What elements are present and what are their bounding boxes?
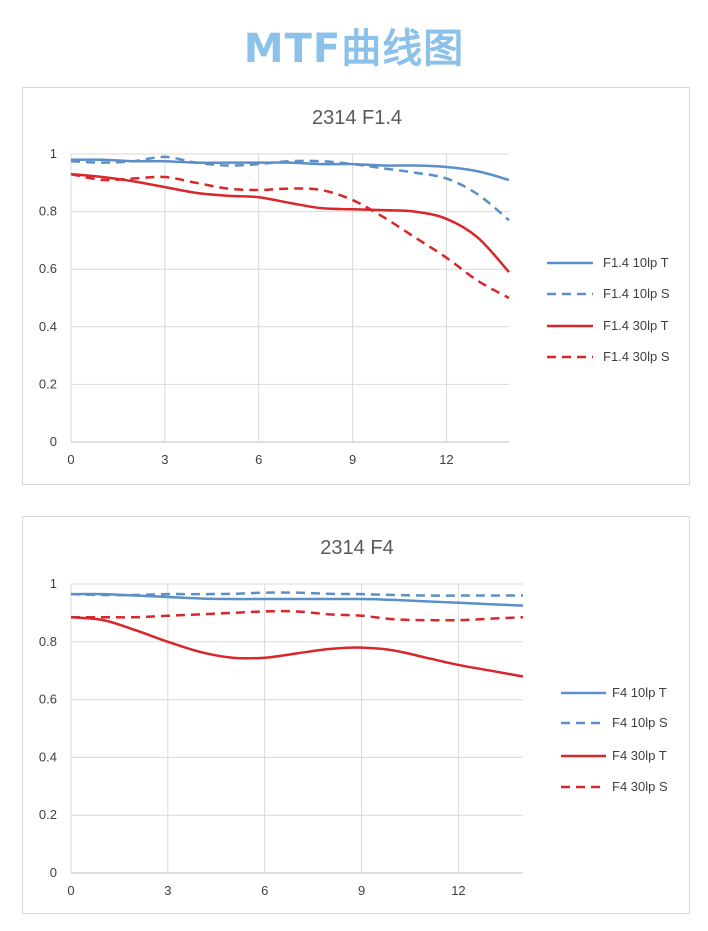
legend-label: F1.4 30lp T: [603, 318, 669, 333]
y-tick-label: 1: [50, 576, 57, 591]
legend-label: F4 30lp S: [612, 779, 668, 794]
x-tick-label: 9: [349, 452, 356, 467]
series-line-f4-30lp-s: [71, 609, 524, 622]
legend-label: F4 10lp S: [612, 715, 668, 730]
chart-title: 2314 F4: [320, 537, 393, 559]
x-tick-label: 3: [164, 883, 171, 898]
y-tick-label: 0.8: [39, 204, 57, 219]
y-tick-label: 0.4: [39, 319, 57, 334]
y-tick-label: 0: [50, 865, 57, 880]
legend-label: F4 10lp T: [612, 685, 667, 700]
series-line-f4-30lp-t: [70, 615, 524, 678]
x-tick-label: 12: [451, 883, 465, 898]
y-tick-label: 0.6: [39, 692, 57, 707]
x-tick-label: 0: [67, 883, 74, 898]
y-tick-label: 0.2: [39, 376, 57, 391]
series-line-f1-4-10lp-s: [70, 155, 510, 222]
series-line-f4-10lp-t: [70, 592, 524, 607]
y-tick-label: 1: [50, 146, 57, 161]
x-tick-label: 12: [439, 452, 453, 467]
y-tick-label: 0.2: [39, 807, 57, 822]
series-line-f1-4-30lp-t: [70, 172, 510, 273]
series-line-f4-10lp-s: [70, 591, 523, 597]
series-line-f1-4-10lp-t: [70, 158, 510, 182]
y-tick-label: 0.6: [39, 261, 57, 276]
y-tick-label: 0.8: [39, 634, 57, 649]
mtf-chart-f4: 2314 F4 0 0.2 0.4 0.6 0.8 1 0 3 6 9 12 F4 10lp T F4 1…: [22, 516, 690, 914]
y-tick-label: 0.4: [39, 749, 57, 764]
series-line-f1-4-30lp-s: [70, 172, 510, 300]
legend-label: F1.4 10lp S: [603, 286, 670, 301]
x-tick-label: 9: [358, 883, 365, 898]
x-tick-label: 6: [261, 883, 268, 898]
chart-title: 2314 F1.4: [312, 107, 402, 129]
legend-label: F4 30lp T: [612, 748, 667, 763]
y-tick-label: 0: [50, 434, 57, 449]
mtf-chart-f1-4: 2314 F1.4 0 0.2 0.4 0.6 0.8 1 0 3 6 9 12 F1.4 10lp T…: [22, 87, 690, 485]
page-title: MTF曲线图: [243, 26, 465, 72]
x-tick-label: 6: [255, 452, 262, 467]
x-tick-label: 3: [161, 452, 168, 467]
legend-label: F1.4 10lp T: [603, 255, 669, 270]
x-tick-label: 0: [67, 452, 74, 467]
legend-label: F1.4 30lp S: [603, 349, 670, 364]
